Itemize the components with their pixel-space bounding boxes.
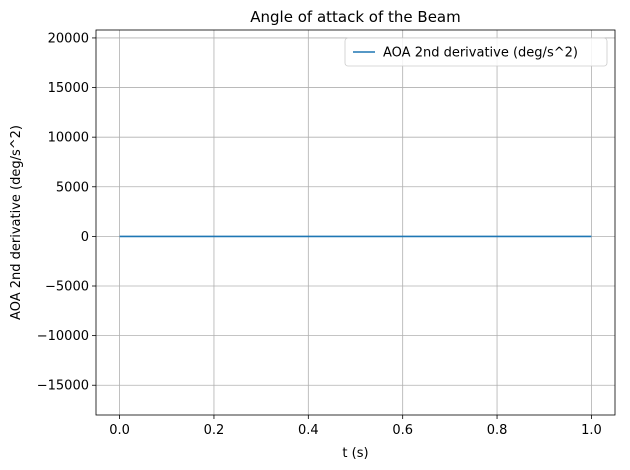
x-tick-label: 0.0 bbox=[109, 423, 130, 438]
legend-box bbox=[344, 37, 608, 67]
y-tick-label: 5000 bbox=[56, 180, 89, 195]
x-tick-label: 0.4 bbox=[298, 423, 319, 438]
plot-frame bbox=[95, 29, 616, 416]
axis-ticks: 0.0 0.2 0.4 0.6 0.8 1.0 −15000 −10000 −5000 0 5000… bbox=[37, 31, 602, 438]
y-axis-label: AOA 2nd derivative (deg/s^2) bbox=[9, 125, 24, 320]
chart-title: Angle of attack of the Beam bbox=[250, 8, 460, 26]
x-tick-label: 0.8 bbox=[487, 423, 508, 438]
y-tick-label: −10000 bbox=[37, 329, 89, 344]
y-tick-label: −5000 bbox=[45, 280, 89, 295]
x-tick-label: 0.6 bbox=[392, 423, 413, 438]
x-tick-label: 1.0 bbox=[581, 423, 602, 438]
legend-label: AOA 2nd derivative (deg/s^2) bbox=[383, 46, 578, 61]
legend: AOA 2nd derivative (deg/s^2) bbox=[344, 37, 608, 67]
y-tick-label: 20000 bbox=[48, 31, 89, 46]
y-tick-label: 10000 bbox=[48, 131, 89, 146]
x-tick-label: 0.2 bbox=[204, 423, 225, 438]
y-tick-label: −15000 bbox=[37, 379, 89, 394]
grid-lines bbox=[96, 30, 615, 415]
y-tick-label: 15000 bbox=[48, 81, 89, 96]
x-axis-label: t (s) bbox=[342, 446, 368, 461]
y-tick-label: 0 bbox=[81, 230, 89, 245]
